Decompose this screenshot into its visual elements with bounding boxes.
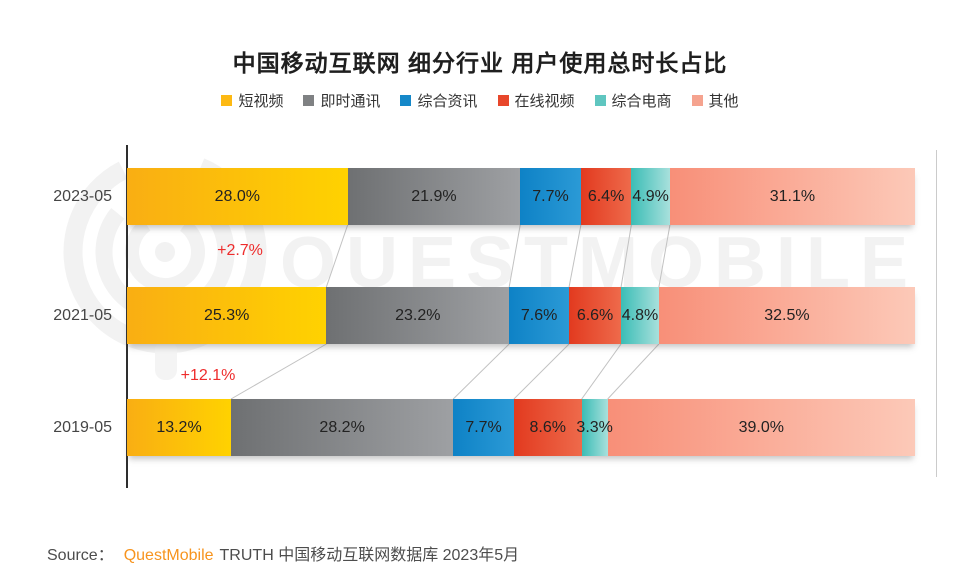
legend-item-5: 其他 [691,90,739,111]
segment-value: 4.9% [632,187,669,205]
segment-value: 28.2% [319,418,365,436]
segment-value: 7.6% [520,306,558,324]
legend-item-4: 综合电商 [594,90,672,111]
bar-segment-r0-s1: 21.9% [347,168,521,225]
segment-value: 7.7% [532,187,569,205]
legend-swatch-icon [400,95,412,106]
legend-label: 即时通讯 [320,93,381,110]
legend: 短视频 即时通讯 综合资讯 在线视频 综合电商 其他 [0,90,960,111]
legend-swatch-icon [497,95,509,106]
source-prefix: Source： [47,547,114,564]
segment-value: 13.2% [156,418,202,436]
segment-value: 31.1% [769,187,816,205]
bar-segment-r0-s4: 4.9% [631,168,670,225]
legend-label: 综合电商 [611,93,672,110]
chart-title: 中国移动互联网 细分行业 用户使用总时长占比 [232,50,728,76]
segment-value: 8.6% [529,418,566,436]
legend-item-0: 短视频 [221,90,283,111]
legend-item-1: 即时通讯 [303,90,380,111]
plot-right-border [936,150,937,477]
y-axis-line [126,145,128,488]
bar-segment-r2-s0: 13.2% [127,399,232,456]
source-brand: QuestMobile [123,547,214,564]
bar-segment-r1-s3: 6.6% [569,287,622,344]
bar-segment-r2-s2: 7.7% [453,399,514,456]
growth-annotation-0: +2.7% [217,242,263,259]
bar-segment-r2-s4: 3.3% [576,399,613,456]
segment-value: 6.4% [587,187,625,205]
growth-annotation-1: +12.1% [180,367,236,384]
bar-segment-r0-s5: 31.1% [669,168,915,225]
bar-segment-r1-s5: 32.5% [658,287,915,344]
bar-segment-r2-s5: 39.0% [607,399,915,456]
source-line: Source： QuestMobile TRUTH 中国移动互联网数据库 2023年… [47,541,519,565]
segment-value: 4.8% [621,306,659,324]
bar-segment-r1-s2: 7.6% [509,287,570,344]
legend-label: 其他 [708,93,739,110]
legend-label: 在线视频 [514,93,575,110]
legend-label: 综合资讯 [417,93,478,110]
bar-row-2019-05: 13.2% 28.2% 7.7% 8.6% 3.3% 39.0% [127,399,915,456]
bar-segment-r1-s1: 23.2% [326,287,510,344]
segment-value: 32.5% [764,306,810,324]
segment-value: 3.3% [576,418,613,436]
category-label-2023-05: 2023-05 [53,187,112,205]
bar-segment-r0-s0: 28.0% [127,168,348,225]
category-label-2021-05: 2021-05 [53,306,112,324]
legend-swatch-icon [594,95,606,106]
legend-swatch-icon [221,95,233,106]
segment-value: 39.0% [738,418,784,436]
segment-value: 7.7% [465,418,502,436]
legend-swatch-icon [303,95,315,106]
bar-row-2021-05: 25.3% 23.2% 7.6% 6.6% 4.8% 32.5% [127,287,915,344]
segment-value: 28.0% [214,187,260,205]
bar-segment-r2-s1: 28.2% [231,399,454,456]
segment-value: 25.3% [203,306,250,324]
segment-value: 23.2% [395,306,441,324]
bar-segment-r0-s2: 7.7% [520,168,581,225]
legend-swatch-icon [691,95,703,106]
segment-value: 6.6% [576,306,614,324]
bar-segment-r0-s3: 6.4% [580,168,632,225]
legend-item-3: 在线视频 [497,90,575,111]
category-label-2019-05: 2019-05 [53,418,112,436]
bar-segment-r1-s0: 25.3% [127,287,327,344]
legend-label: 短视频 [238,93,284,110]
bar-row-2023-05: 28.0% 21.9% 7.7% 6.4% 4.9% 31.1% [127,168,915,225]
segment-value: 21.9% [411,187,457,205]
legend-item-2: 综合资讯 [400,90,478,111]
source-suffix: TRUTH 中国移动互联网数据库 2023年5月 [219,547,520,564]
bar-segment-r1-s4: 4.8% [621,287,659,344]
bar-segment-r2-s3: 8.6% [513,399,582,456]
